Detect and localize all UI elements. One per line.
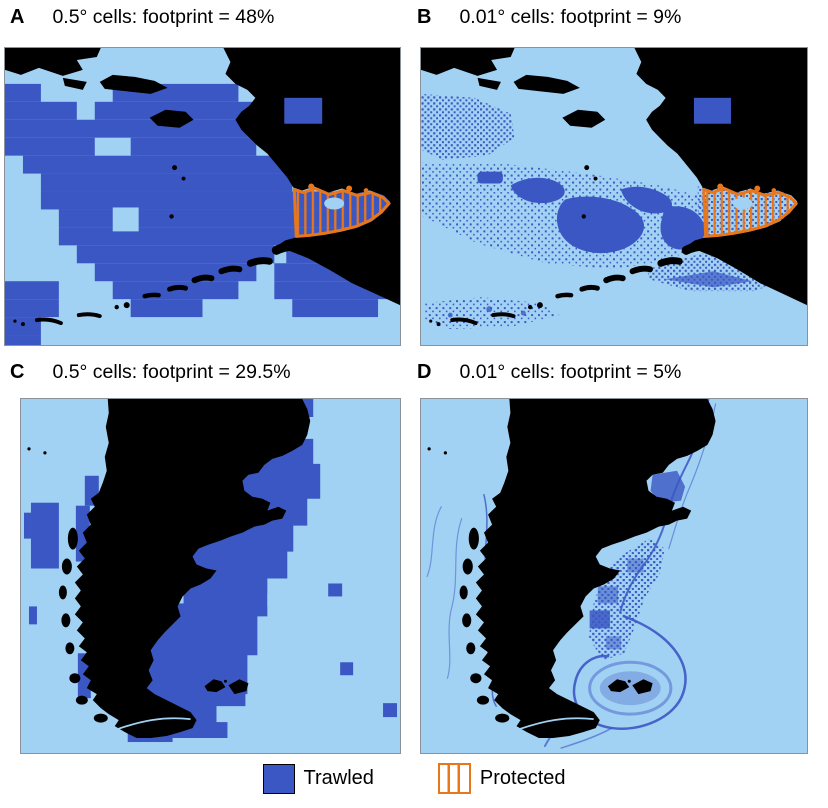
panel-a-letter: A [10, 6, 25, 28]
panel-a-caption: 0.5° cells: footprint = 48% [52, 6, 275, 28]
panel-b-title: B 0.01° cells: footprint = 9% [417, 6, 681, 29]
panel-d-caption: 0.01° cells: footprint = 5% [459, 361, 682, 383]
map-b-svg [421, 48, 807, 345]
panel-b-caption: 0.01° cells: footprint = 9% [459, 6, 682, 28]
map-panel-a-bering-coarse [4, 47, 401, 346]
panel-b-letter: B [417, 6, 432, 28]
map-a-svg [5, 48, 400, 345]
legend-item-trawled: Trawled [262, 763, 374, 794]
trawled-label: Trawled [303, 767, 374, 789]
trawled-swatch-icon [262, 763, 295, 794]
panel-c-letter: C [10, 361, 25, 383]
map-c-svg [21, 399, 400, 753]
legend-item-protected: Protected [437, 763, 566, 794]
map-panel-c-patagonia-coarse [20, 398, 401, 754]
map-panel-b-bering-fine [420, 47, 808, 346]
panel-a-title: A 0.5° cells: footprint = 48% [10, 6, 274, 29]
panel-d-letter: D [417, 361, 432, 383]
legend: Trawled Protected [0, 763, 828, 794]
protected-label: Protected [479, 767, 566, 789]
panel-c-caption: 0.5° cells: footprint = 29.5% [52, 361, 291, 383]
map-panel-d-patagonia-fine [420, 398, 808, 754]
panel-d-title: D 0.01° cells: footprint = 5% [417, 361, 681, 384]
protected-hatch-swatch-icon [437, 763, 471, 794]
map-d-svg [421, 399, 807, 753]
panel-c-title: C 0.5° cells: footprint = 29.5% [10, 361, 291, 384]
